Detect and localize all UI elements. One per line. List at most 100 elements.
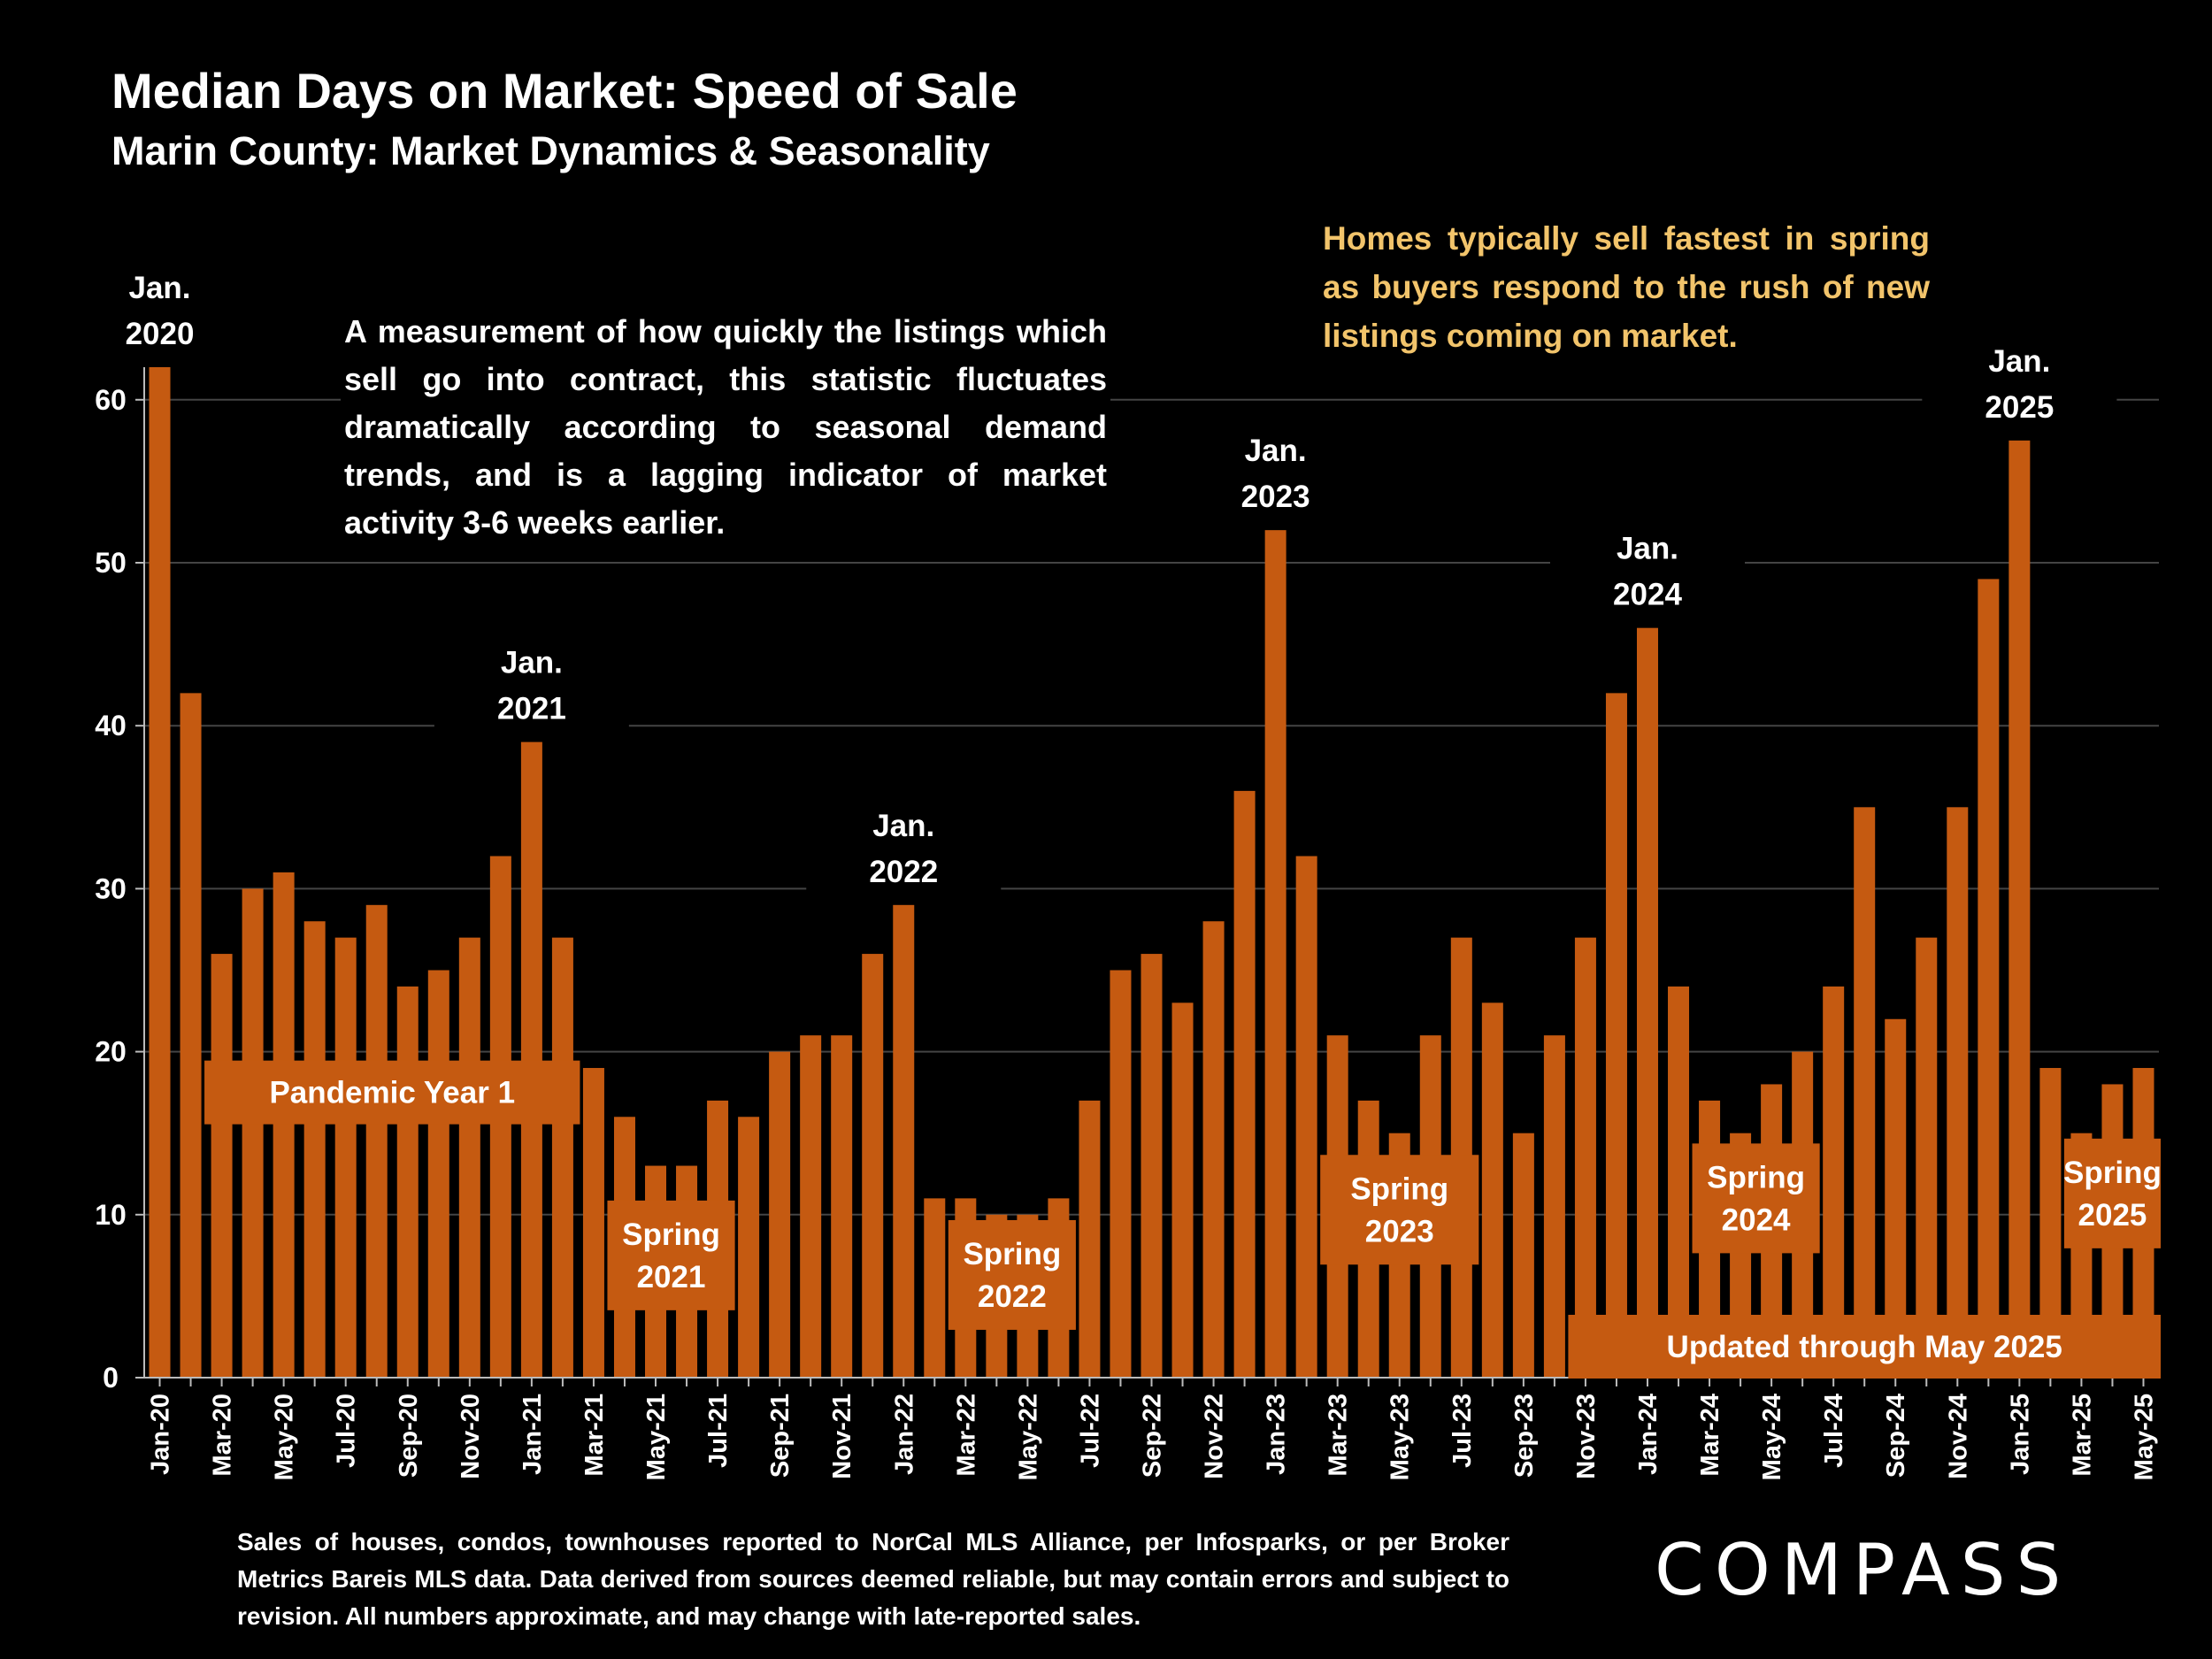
period-box [1568, 1315, 2161, 1379]
y-tick-label: 60 [95, 384, 127, 416]
annotation-year: 2020 [126, 317, 195, 351]
x-tick-label: May-25 [2130, 1394, 2158, 1480]
bar-Jan-21 [520, 741, 542, 1378]
bar-May-20 [273, 872, 295, 1378]
x-tick-label: Jan-21 [518, 1394, 547, 1475]
bar-Feb-22 [924, 1198, 946, 1378]
bars [149, 366, 2154, 1379]
x-tick-label: Jan-20 [147, 1394, 175, 1475]
x-tick-label: Nov-24 [1944, 1394, 1972, 1479]
period-label: Updated through May 2025 [1667, 1330, 2062, 1364]
annotation-month: Jan. [1245, 434, 1307, 468]
x-tick-label: Sep-22 [1139, 1394, 1167, 1478]
period-box [1692, 1143, 1820, 1254]
annotation-backing [1549, 512, 1745, 621]
period-label: 2022 [978, 1279, 1047, 1314]
annotation-year: 2021 [497, 692, 566, 726]
x-tick-label: May-20 [271, 1394, 299, 1480]
bar-Dec-21 [862, 954, 884, 1378]
x-tick-label: Jul-22 [1076, 1394, 1104, 1468]
bar-Oct-22 [1171, 1002, 1194, 1378]
bar-Aug-20 [365, 904, 388, 1378]
bar-Oct-24 [1916, 937, 1938, 1378]
y-tick-label: 40 [95, 710, 127, 741]
bar-Nov-23 [1574, 937, 1596, 1378]
bar-Jul-24 [1823, 986, 1845, 1378]
annotation-month: Jan. [1988, 344, 2050, 379]
source-footnote: Sales of houses, condos, townhouses repo… [237, 1528, 1509, 1630]
period-label: Spring [1707, 1160, 1805, 1194]
x-tick-label: Nov-22 [1201, 1394, 1229, 1479]
bar-Sep-23 [1512, 1133, 1534, 1378]
x-tick-label: Jan-22 [890, 1394, 918, 1475]
x-tick-label: Jan-24 [1634, 1394, 1663, 1475]
annotation-backing [1922, 325, 2117, 434]
x-tick-label: Jul-23 [1448, 1394, 1477, 1468]
annotation-year: 2022 [869, 855, 938, 889]
x-tick-label: Jan-25 [2006, 1394, 2034, 1475]
period-label: Spring [1350, 1171, 1448, 1206]
compass-logo: COMPASS [1655, 1529, 2072, 1611]
bar-Nov-24 [1947, 807, 1969, 1378]
y-tick-label: 0 [103, 1362, 119, 1394]
period-box [1320, 1155, 1479, 1265]
annotation-month: Jan. [501, 646, 563, 680]
period-box [607, 1200, 735, 1310]
y-tick-label: 50 [95, 547, 127, 579]
period-label: Spring [2063, 1156, 2162, 1190]
bar-Jan-20 [149, 366, 171, 1379]
bar-Jun-20 [303, 921, 326, 1378]
annotation-month: Jan. [1617, 532, 1678, 566]
x-tick-label: Nov-21 [828, 1394, 856, 1479]
x-tick-label: Mar-21 [580, 1394, 609, 1477]
period-label: Spring [963, 1237, 1061, 1271]
bar-Sep-22 [1141, 954, 1163, 1378]
bar-Dec-22 [1233, 790, 1256, 1378]
annotation-year: 2025 [1985, 390, 2054, 425]
x-tick-label: May-24 [1758, 1394, 1786, 1480]
annotation-backing [1178, 415, 1373, 524]
annotation-year: 2024 [1613, 578, 1682, 612]
x-tick-label: Mar-24 [1696, 1394, 1724, 1477]
period-label: 2025 [2078, 1198, 2147, 1233]
bar-Feb-21 [551, 937, 573, 1378]
x-tick-label: May-22 [1014, 1394, 1042, 1480]
description-text: A measurement of how quickly the listing… [341, 308, 1110, 547]
bar-Jan-25 [2008, 440, 2031, 1379]
bar-Aug-22 [1110, 970, 1132, 1378]
chart-title: Median Days on Market: Speed of Sale [111, 63, 1018, 119]
period-box [204, 1060, 580, 1125]
spring-note: Homes typically sell fastest in spring a… [1323, 220, 1930, 354]
x-tick-label: Jul-24 [1820, 1394, 1848, 1468]
period-label: Pandemic Year 1 [269, 1076, 515, 1110]
x-tick-label: Nov-20 [457, 1394, 485, 1479]
x-tick-label: Jan-23 [1263, 1394, 1291, 1475]
y-tick-label: 10 [95, 1199, 127, 1231]
period-labels: Pandemic Year 1 Spring 2021 Spring 2022 Sprin… [204, 1060, 2162, 1379]
bar-Aug-21 [738, 1117, 760, 1378]
annotation-month: Jan. [872, 809, 934, 843]
x-tick-label: Jul-20 [333, 1394, 361, 1468]
annotation-backing [62, 251, 257, 360]
chart-subtitle: Marin County: Market Dynamics & Seasonal… [111, 128, 990, 173]
bar-Sep-20 [396, 986, 419, 1378]
bar-Oct-23 [1543, 1035, 1565, 1378]
x-tick-label: Sep-23 [1510, 1394, 1539, 1478]
annotation-backing [806, 789, 1002, 898]
x-axis: Jan-20 Mar-20 May-20 Jul-20 Sep-20 Nov-20 Jan-… [144, 1377, 2159, 1480]
bar-Aug-23 [1481, 1002, 1503, 1378]
period-box [2063, 1138, 2161, 1248]
bar-Oct-21 [800, 1035, 822, 1378]
bar-Aug-24 [1854, 807, 1876, 1378]
x-tick-label: May-21 [642, 1394, 671, 1480]
bar-Nov-20 [458, 937, 480, 1378]
january-annotations: Jan. 2020 Jan. 2021 Jan. 2022 Jan. 2023 Jan. 2024… [62, 251, 2117, 898]
bar-Dec-23 [1605, 693, 1627, 1378]
annotation-year: 2023 [1241, 480, 1310, 514]
y-axis: 0 10 20 30 40 50 60 [95, 366, 145, 1394]
bar-Nov-21 [831, 1035, 853, 1378]
bar-Nov-22 [1202, 921, 1225, 1378]
bar-Jul-22 [1079, 1100, 1101, 1378]
x-tick-label: Mar-20 [209, 1394, 237, 1477]
